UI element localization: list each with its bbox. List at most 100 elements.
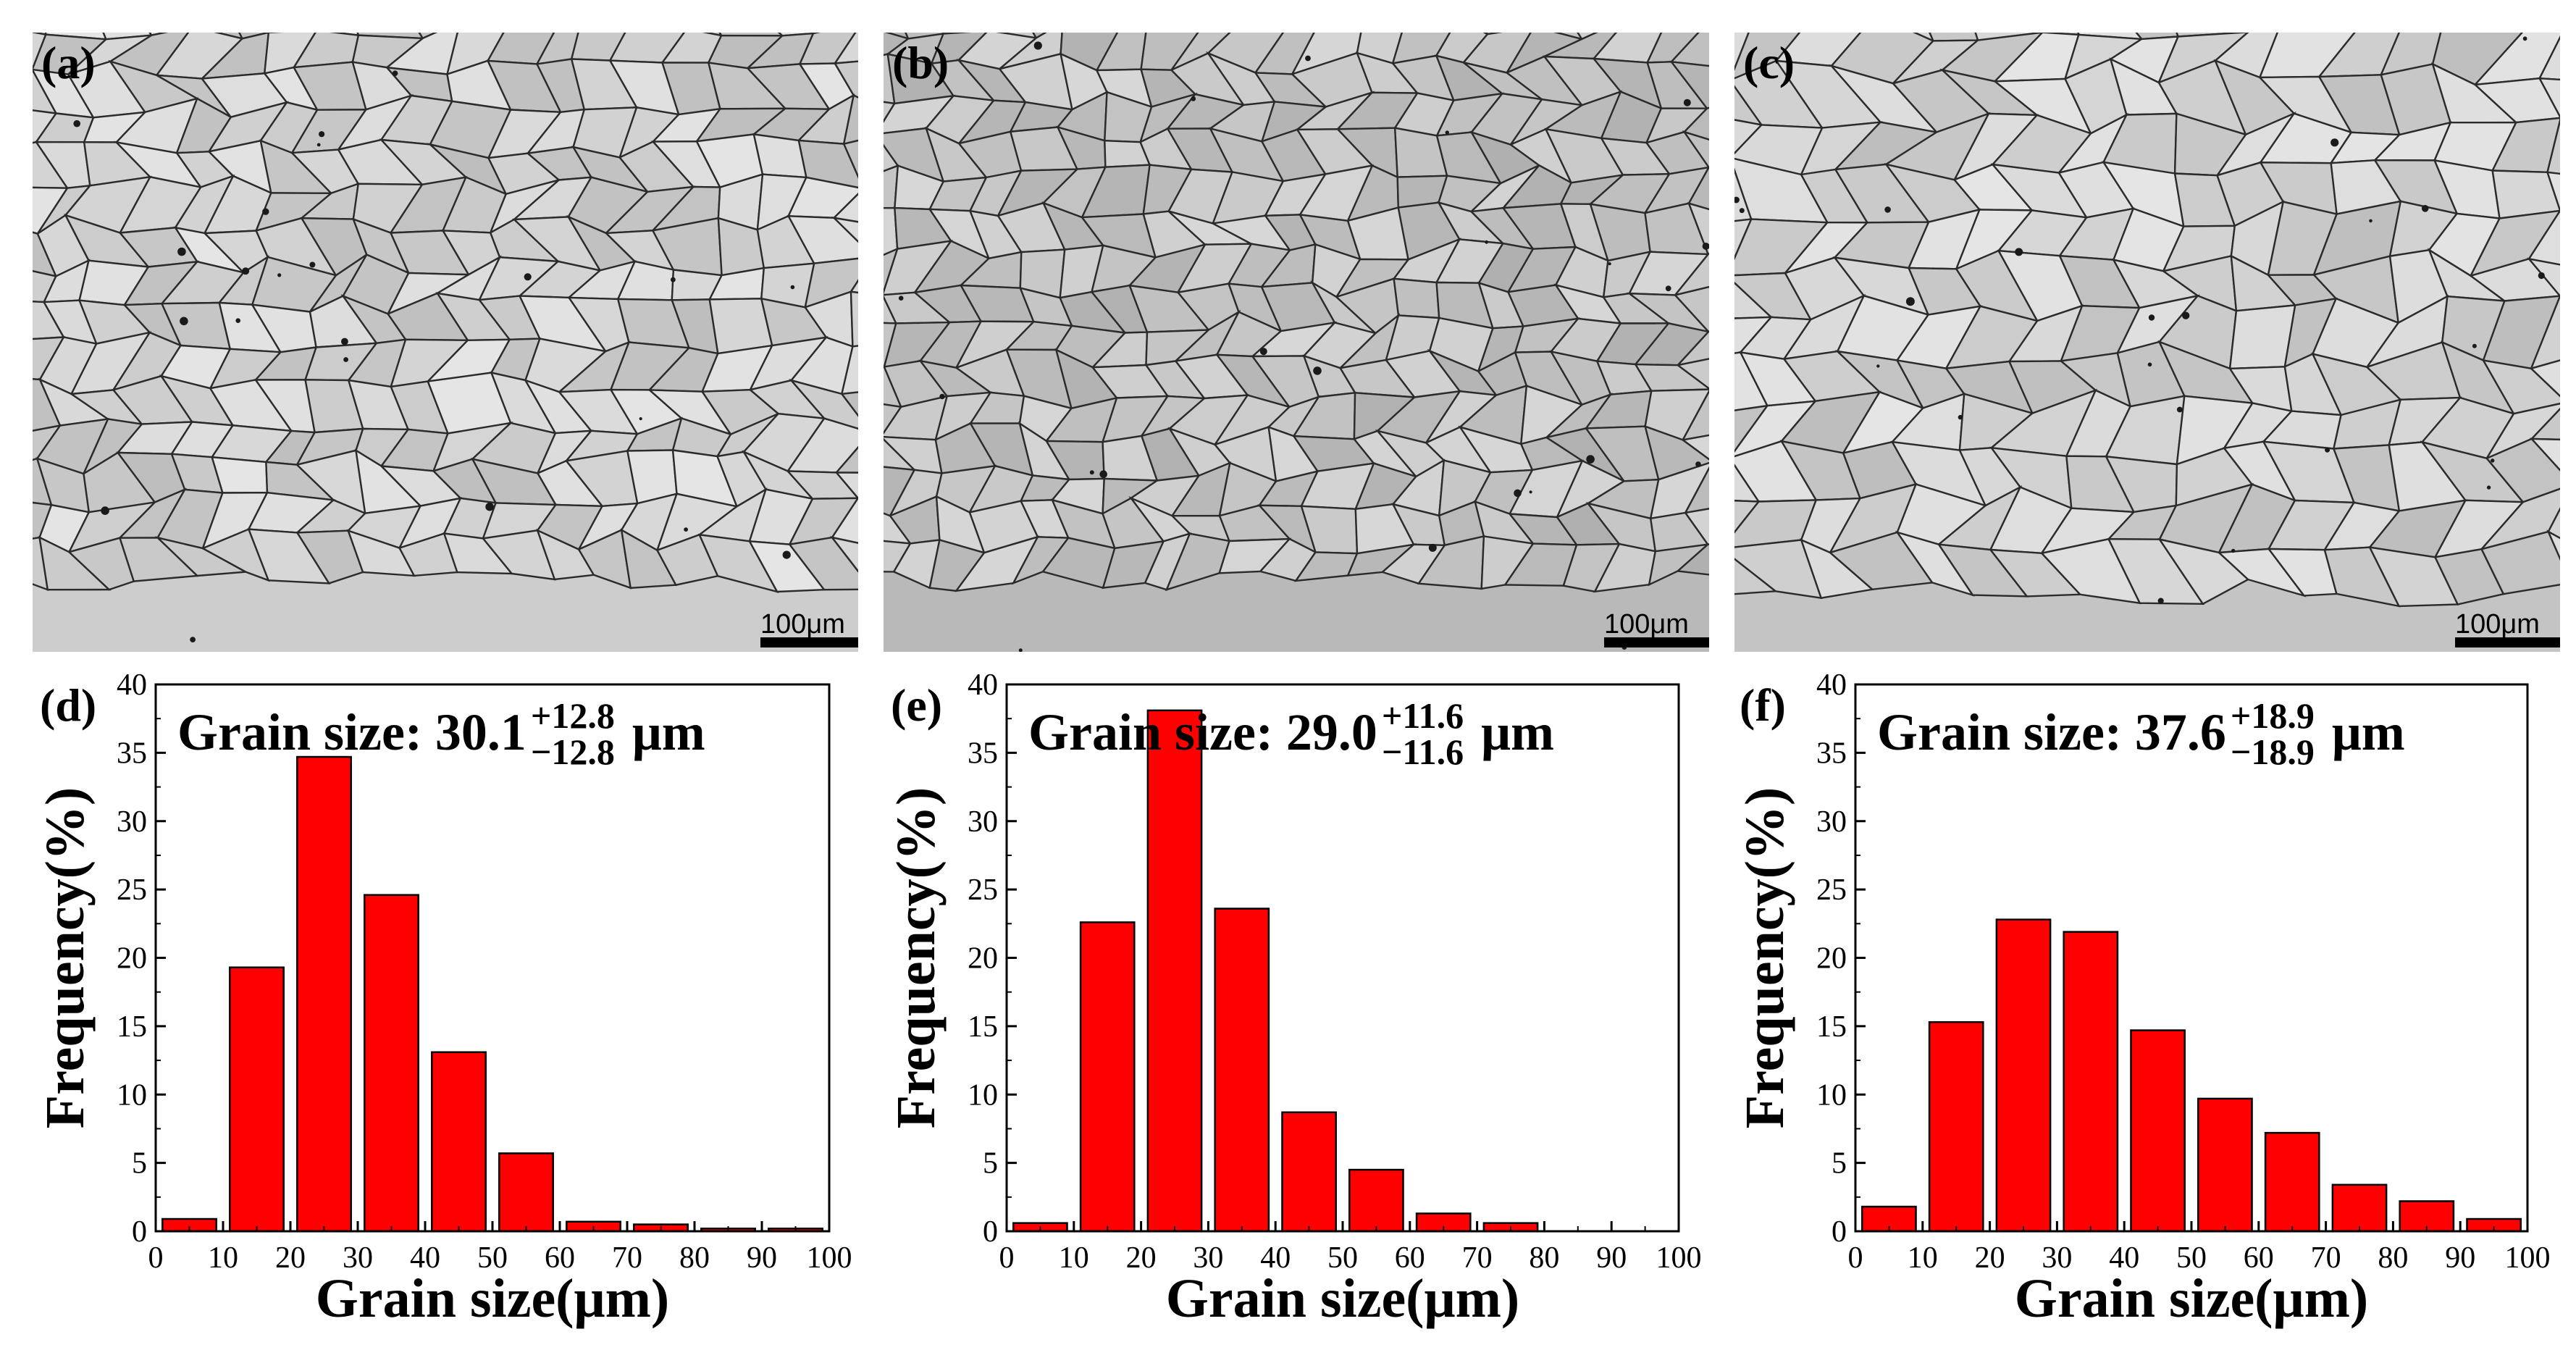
grain-size-minus-error: −18.9 (2231, 732, 2315, 772)
y-tick-label: 25 (968, 873, 998, 907)
grain (2530, 407, 2560, 441)
pore-spot (2015, 248, 2023, 256)
pore-spot (1876, 364, 1880, 368)
bar (1348, 1168, 1404, 1233)
pore-spot (782, 550, 791, 559)
grain (2480, 530, 2560, 595)
bar (296, 755, 352, 1233)
pore-spot (1089, 470, 1094, 475)
bar (2197, 1097, 2253, 1233)
x-tick-label: 80 (2378, 1241, 2408, 1275)
grain-size-annotation: Grain size: 30.1 (177, 703, 526, 761)
grain (840, 391, 858, 417)
grain-size-annotation: Grain size: 37.6 (1877, 703, 2226, 761)
pore-spot (2538, 272, 2545, 280)
pore-spot (1191, 96, 1196, 101)
pore-spot (2182, 311, 2190, 319)
grain (849, 290, 858, 348)
pore-spot (319, 131, 325, 138)
pore-spot (1695, 461, 1701, 467)
x-tick-label: 30 (2042, 1241, 2072, 1275)
y-tick-label: 10 (117, 1078, 147, 1112)
y-tick-label: 25 (1816, 873, 1847, 907)
grain (2491, 169, 2560, 219)
y-tick-label: 0 (1832, 1215, 1847, 1249)
bar (2264, 1131, 2320, 1233)
y-axis-label: Frequency(%) (35, 787, 96, 1128)
x-tick-label: 0 (1848, 1241, 1863, 1275)
pore-spot (1665, 285, 1671, 292)
x-tick-label: 30 (1193, 1241, 1223, 1275)
y-tick-label: 20 (117, 942, 147, 976)
grain (833, 33, 858, 64)
micrograph-b: (b) 100μm (884, 33, 1709, 652)
scale-label-a: 100μm (760, 609, 845, 640)
x-tick-label: 70 (2311, 1241, 2341, 1275)
grain-boundaries-c (1734, 33, 2560, 652)
y-tick-label: 0 (132, 1215, 147, 1249)
grain (2485, 437, 2560, 503)
x-tick-label: 10 (1059, 1241, 1089, 1275)
pore-spot (639, 417, 642, 421)
pore-spot (2486, 485, 2491, 490)
bar (431, 1051, 487, 1233)
bar (1146, 709, 1203, 1233)
y-tick-label: 20 (1816, 942, 1847, 976)
grain (2527, 257, 2560, 297)
grain (786, 215, 858, 264)
x-tick-label: 100 (807, 1241, 852, 1275)
x-tick-label: 80 (679, 1241, 710, 1275)
grain (833, 60, 858, 99)
x-tick-label: 50 (1327, 1241, 1358, 1275)
grain (2529, 359, 2560, 398)
bar (1079, 921, 1136, 1233)
grain (1675, 330, 1709, 367)
x-tick-label: 50 (477, 1241, 508, 1275)
scale-label-b: 100μm (1604, 609, 1689, 640)
x-tick-label: 70 (612, 1241, 642, 1275)
pore-spot (898, 296, 904, 301)
grain (797, 139, 858, 189)
panel-label: (d) (40, 679, 96, 731)
y-tick-label: 40 (117, 668, 147, 702)
pore-spot (485, 502, 494, 511)
pore-spot (1428, 543, 1437, 552)
y-axis-label: Frequency(%) (1734, 787, 1795, 1128)
y-tick-label: 10 (968, 1078, 998, 1112)
grain (1669, 33, 1709, 67)
x-tick-label: 90 (1596, 1241, 1627, 1275)
pore-spot (524, 273, 532, 281)
pore-spot (180, 317, 188, 326)
grain (2538, 77, 2560, 119)
y-axis-label: Frequency(%) (886, 787, 947, 1128)
x-tick-label: 60 (545, 1241, 575, 1275)
x-tick-label: 40 (2109, 1241, 2139, 1275)
pore-spot (2330, 138, 2339, 147)
grain (1643, 424, 1709, 481)
pore-spot (101, 506, 109, 515)
pore-spot (316, 143, 321, 147)
grain (1682, 106, 1709, 141)
grain (840, 345, 858, 395)
pore-spot (1313, 366, 1322, 375)
grain-size-unit: μm (1481, 703, 1554, 761)
pore-spot (235, 318, 241, 324)
grain (1672, 253, 1709, 297)
pore-spot (392, 70, 398, 76)
grain (831, 497, 858, 544)
pore-spot (2491, 458, 2495, 463)
y-tick-label: 35 (117, 737, 147, 770)
x-tick-label: 30 (343, 1241, 373, 1275)
micrograph-a: (a) 100μm (33, 33, 858, 652)
histogram-2: 0 10 20 30 40 50 60 70 80 90 1000510152025303540Gr… (1734, 668, 2551, 1329)
x-tick-label: 40 (410, 1241, 440, 1275)
y-tick-label: 15 (1816, 1010, 1847, 1044)
grain (1669, 60, 1709, 110)
pore-spot (1033, 41, 1042, 50)
x-tick-label: 100 (2505, 1241, 2551, 1275)
grain (2538, 35, 2560, 81)
pore-spot (2148, 314, 2155, 321)
grain-size-plus-error: +11.6 (1382, 695, 1464, 736)
grain-boundaries-a (33, 33, 858, 652)
